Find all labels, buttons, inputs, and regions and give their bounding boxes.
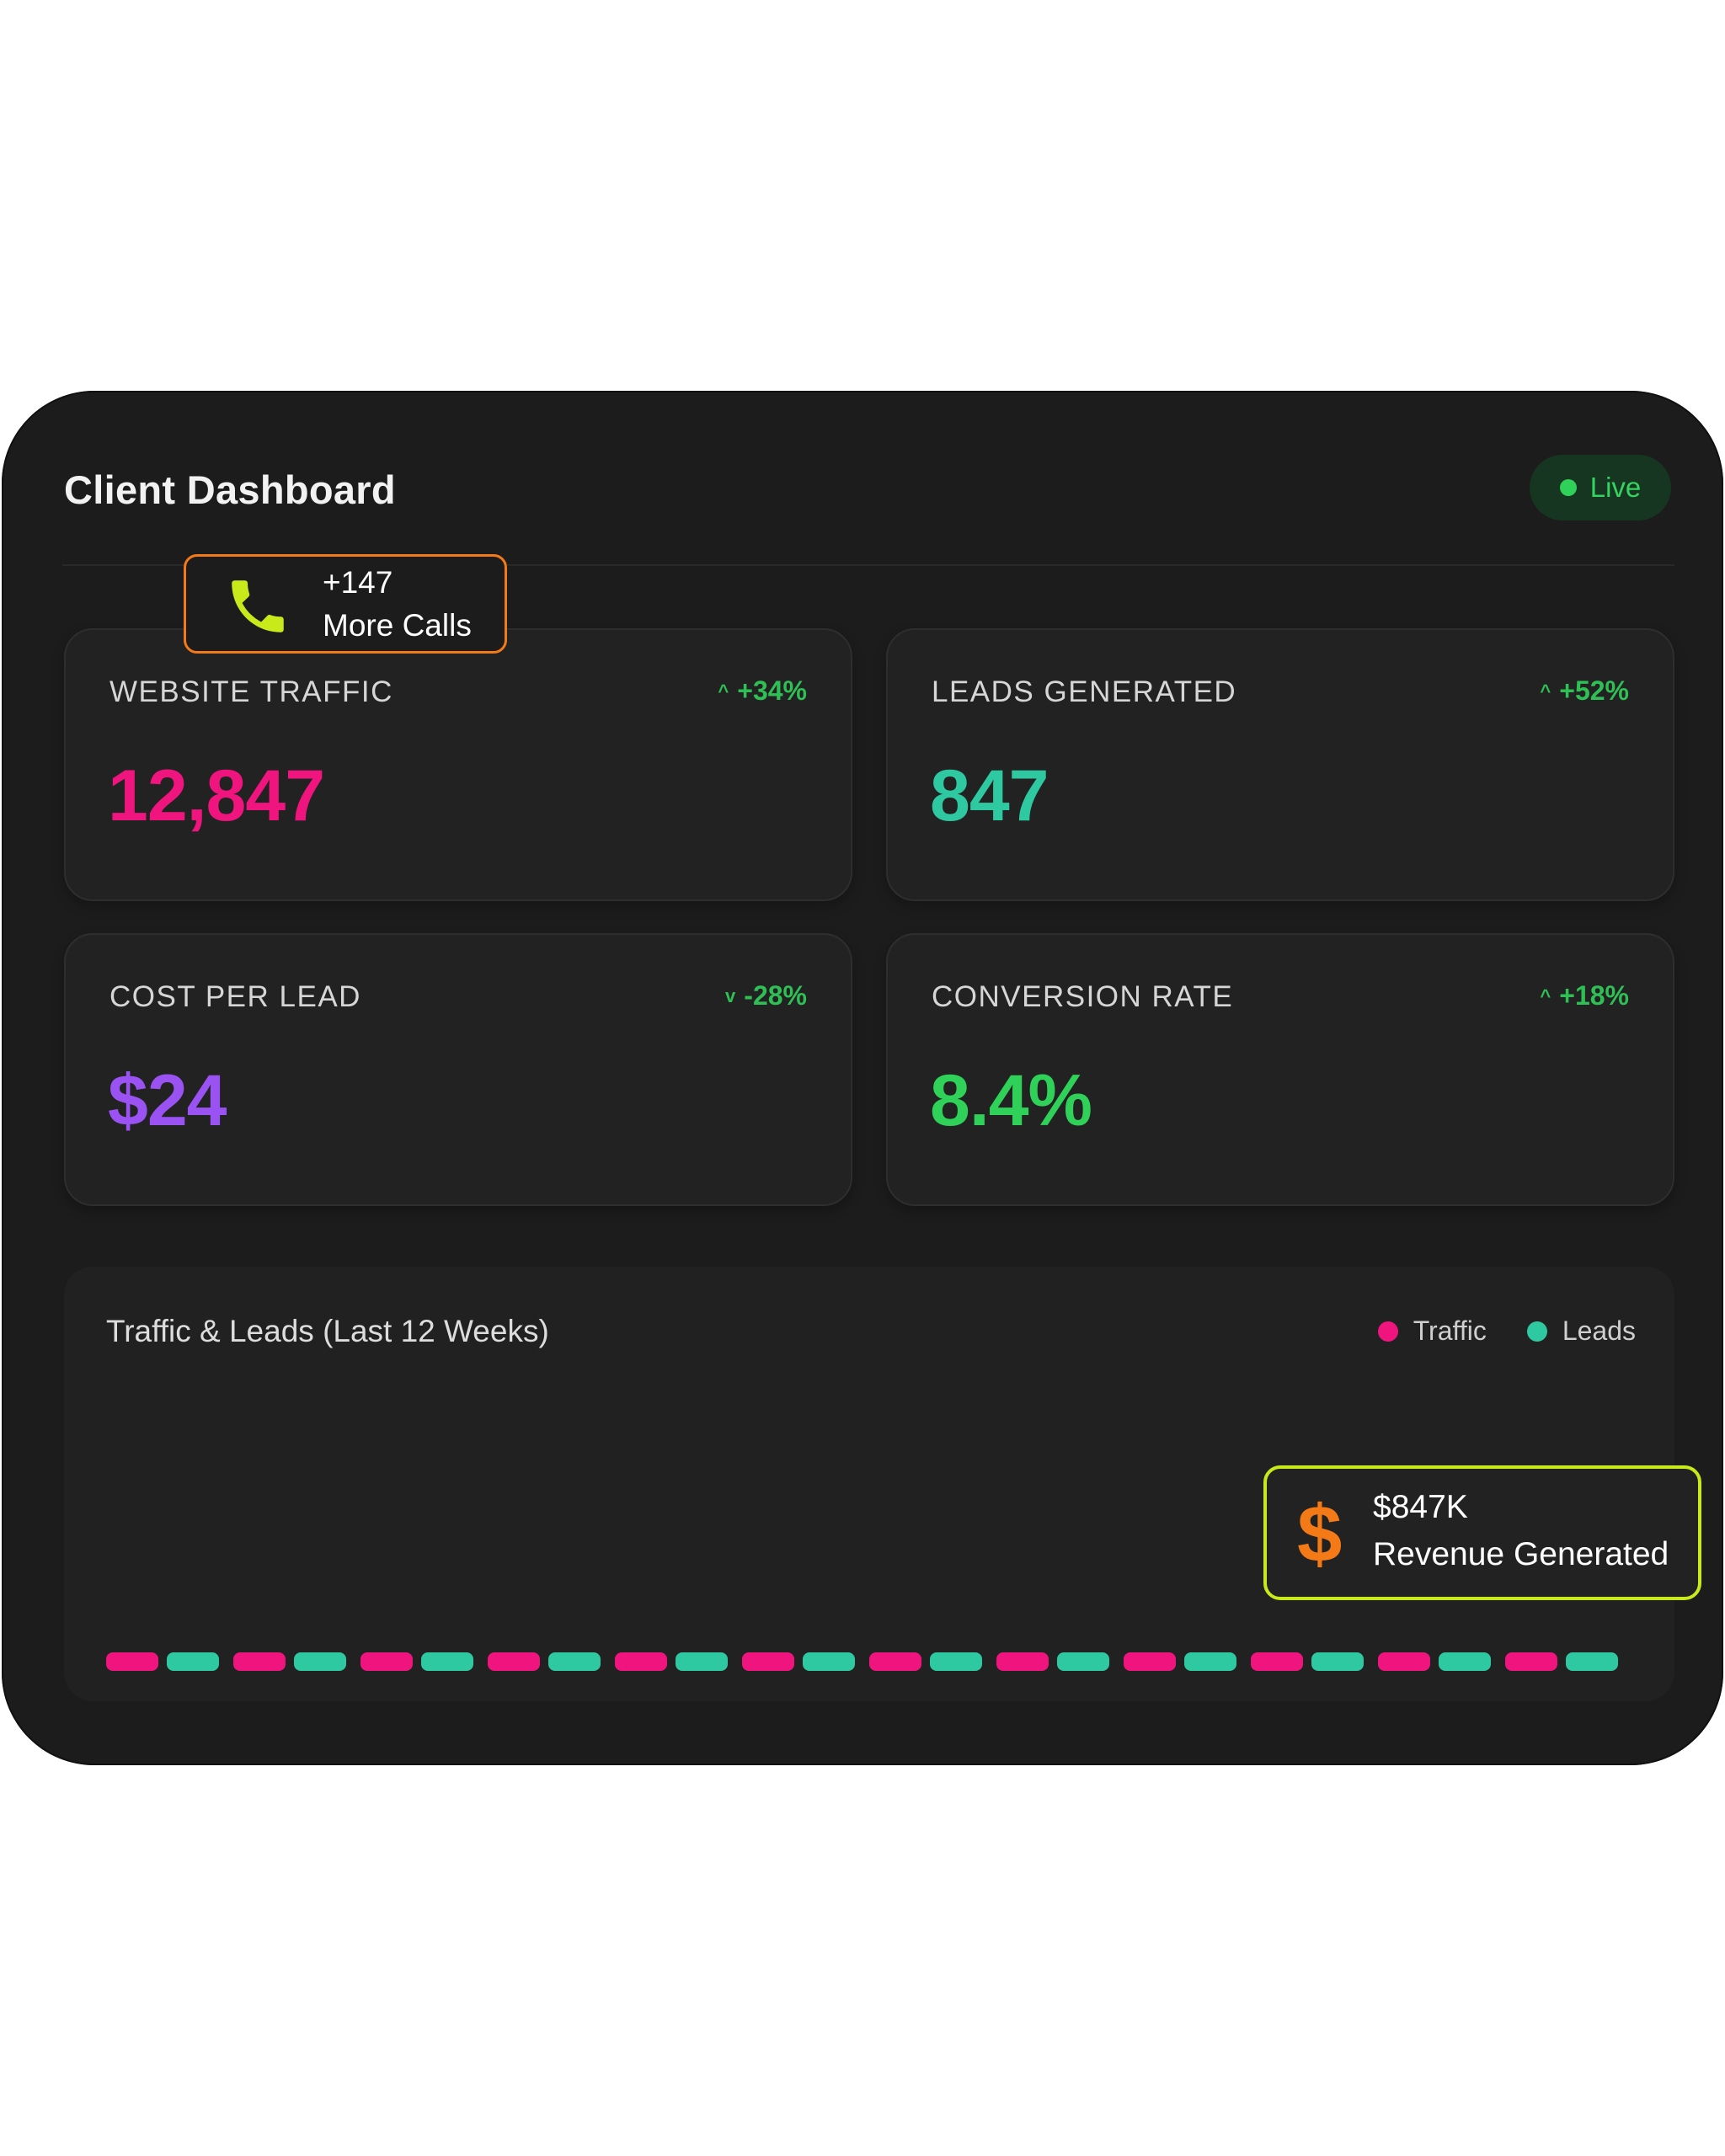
bar-leads-week-8 [1057, 1652, 1109, 1671]
bar-traffic-week-11 [1378, 1652, 1430, 1671]
bar-leads-week-3 [421, 1652, 473, 1671]
stat-change-value: +52% [1559, 675, 1629, 706]
bar-traffic-week-1 [106, 1652, 158, 1671]
bar-leads-week-2 [294, 1652, 346, 1671]
stat-change-value: -28% [744, 980, 807, 1011]
legend-swatch-leads [1526, 1321, 1547, 1342]
legend-swatch-traffic [1377, 1321, 1398, 1342]
bar-leads-week-10 [1311, 1652, 1364, 1671]
calls-label: More Calls [323, 608, 472, 643]
stat-label: COST PER LEAD [109, 980, 361, 1013]
stat-change: ^ +52% [1540, 675, 1629, 707]
stat-value: 847 [930, 755, 1049, 836]
live-status-label: Live [1589, 472, 1642, 503]
bar-leads-week-5 [676, 1652, 728, 1671]
bar-traffic-week-6 [742, 1652, 794, 1671]
bar-leads-week-1 [167, 1652, 219, 1671]
bar-chart [106, 1652, 1618, 1671]
bar-leads-week-9 [1184, 1652, 1236, 1671]
revenue-label: Revenue Generated [1373, 1536, 1669, 1572]
chevron-up-icon: ^ [1540, 680, 1551, 702]
bar-traffic-week-2 [233, 1652, 286, 1671]
legend-item-traffic: Traffic [1377, 1315, 1487, 1347]
bar-traffic-week-8 [996, 1652, 1049, 1671]
revenue-amount: $847K [1373, 1489, 1468, 1525]
bar-leads-week-6 [803, 1652, 855, 1671]
header-divider [62, 564, 1674, 566]
bar-traffic-week-10 [1251, 1652, 1303, 1671]
bar-leads-week-11 [1439, 1652, 1491, 1671]
stat-change: v -28% [725, 980, 807, 1011]
legend-label: Traffic [1413, 1315, 1487, 1346]
phone-icon [232, 580, 284, 632]
stat-card-website-traffic[interactable]: WEBSITE TRAFFIC ^ +34% 12,847 [64, 628, 852, 901]
stat-change: ^ +18% [1540, 980, 1629, 1011]
bar-leads-week-7 [930, 1652, 982, 1671]
bar-traffic-week-4 [488, 1652, 540, 1671]
stat-label: LEADS GENERATED [932, 675, 1237, 708]
stat-card-conversion-rate[interactable]: CONVERSION RATE ^ +18% 8.4% [886, 933, 1674, 1206]
bar-leads-week-4 [548, 1652, 601, 1671]
stat-card-leads-generated[interactable]: LEADS GENERATED ^ +52% 847 [886, 628, 1674, 901]
more-calls-callout: +147 More Calls [184, 554, 507, 654]
bar-traffic-week-9 [1124, 1652, 1176, 1671]
bar-traffic-week-12 [1505, 1652, 1557, 1671]
legend-label: Leads [1562, 1315, 1636, 1346]
page-title: Client Dashboard [64, 467, 396, 512]
chevron-up-icon: ^ [1540, 985, 1551, 1006]
bar-traffic-week-7 [869, 1652, 921, 1671]
stat-value: 8.4% [930, 1060, 1092, 1141]
stat-card-cost-per-lead[interactable]: COST PER LEAD v -28% $24 [64, 933, 852, 1206]
bar-traffic-week-5 [615, 1652, 667, 1671]
stat-value: 12,847 [108, 755, 325, 836]
bar-traffic-week-3 [360, 1652, 413, 1671]
legend-item-leads: Leads [1526, 1315, 1636, 1347]
live-dot-icon [1559, 479, 1577, 496]
bar-leads-week-12 [1566, 1652, 1618, 1671]
stat-label: WEBSITE TRAFFIC [109, 675, 393, 708]
chevron-up-icon: ^ [718, 680, 729, 702]
stat-value: $24 [108, 1060, 227, 1141]
stat-label: CONVERSION RATE [932, 980, 1234, 1013]
live-status-badge: Live [1530, 455, 1671, 520]
calls-count: +147 [323, 565, 393, 600]
stat-change-value: +34% [737, 675, 807, 706]
chart-title: Traffic & Leads (Last 12 Weeks) [106, 1314, 549, 1348]
stat-change-value: +18% [1559, 980, 1629, 1011]
dollar-icon: $ [1297, 1489, 1343, 1579]
stat-change: ^ +34% [718, 675, 807, 707]
revenue-callout: $ $847K Revenue Generated [1263, 1465, 1701, 1600]
chevron-down-icon: v [725, 985, 736, 1006]
chart-legend: Traffic Leads [1377, 1315, 1636, 1347]
